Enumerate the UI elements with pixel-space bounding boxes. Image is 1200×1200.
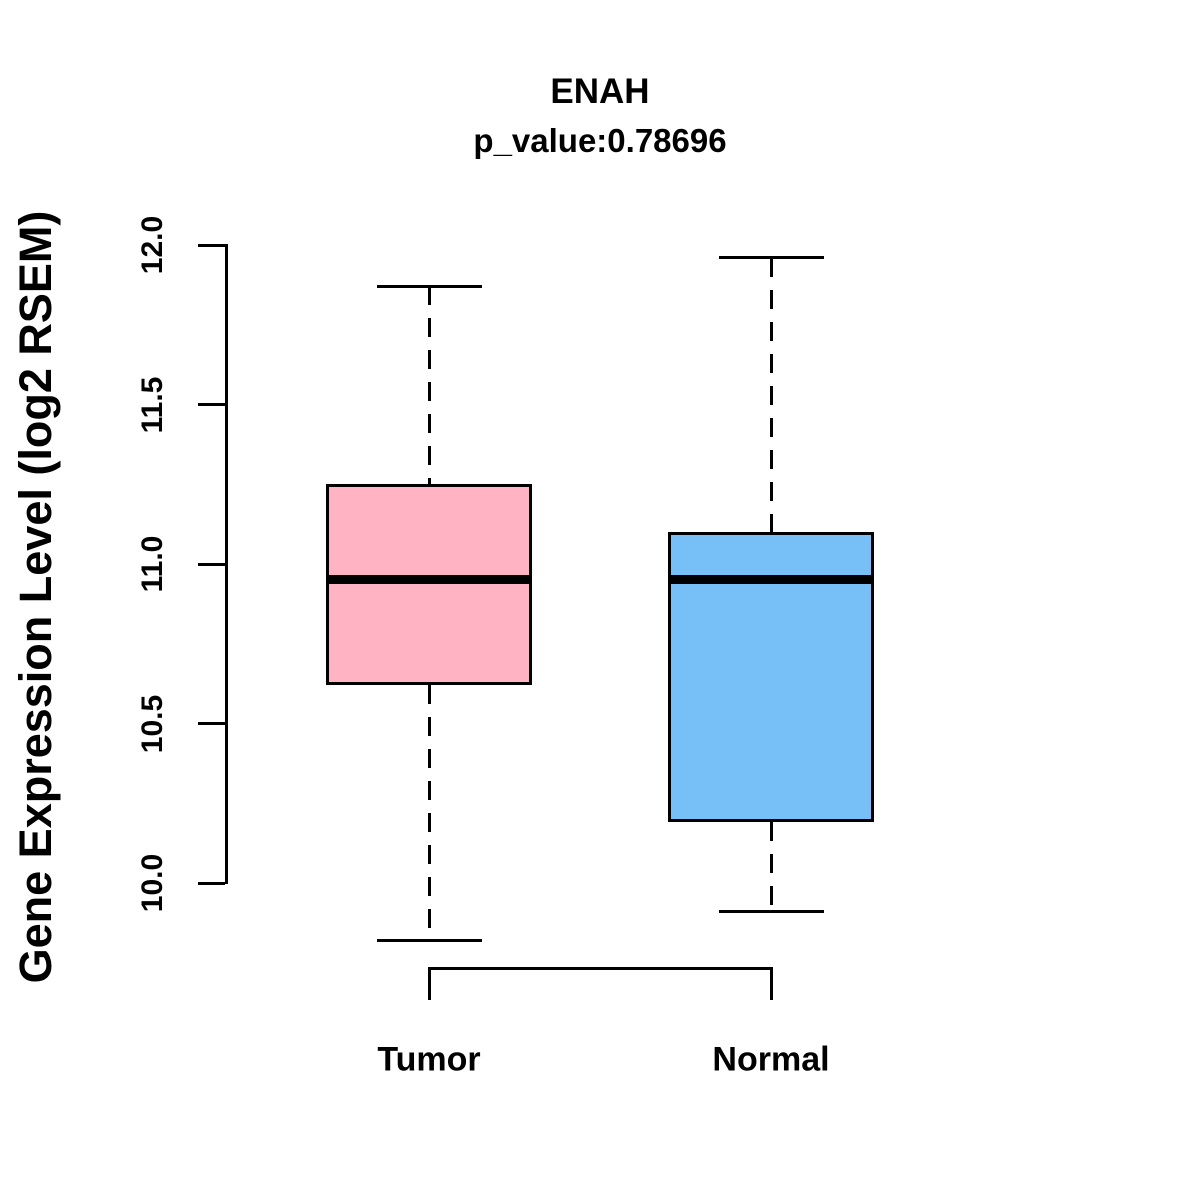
y-axis-tick — [198, 881, 225, 885]
x-axis-tick — [769, 967, 773, 1000]
normal-upper-whisker — [769, 257, 773, 533]
normal-lower-whisker-cap — [718, 910, 824, 914]
tumor-box — [326, 484, 532, 686]
chart-subtitle: p_value:0.78696 — [473, 122, 727, 159]
normal-lower-whisker — [769, 822, 773, 912]
tumor-lower-whisker-cap — [376, 938, 482, 942]
x-category-label-tumor: Tumor — [377, 1040, 481, 1079]
y-axis-tick — [198, 403, 225, 406]
normal-upper-whisker-cap — [718, 256, 824, 260]
x-category-label-normal: Normal — [712, 1040, 830, 1079]
tumor-median-line — [326, 575, 532, 585]
x-axis-line — [427, 967, 773, 970]
y-axis-tick-label: 10.0 — [136, 853, 169, 913]
y-axis-tick-label: 12.0 — [136, 215, 169, 275]
normal-median-line — [668, 575, 874, 585]
y-axis-title: Gene Expression Level (log2 RSEM) — [10, 210, 61, 984]
tumor-lower-whisker — [427, 685, 431, 941]
y-axis-tick — [198, 562, 225, 566]
y-axis-tick — [198, 722, 225, 725]
tumor-upper-whisker — [427, 286, 431, 485]
y-axis-tick — [198, 243, 225, 247]
tumor-upper-whisker-cap — [376, 284, 482, 288]
y-axis-tick-label: 10.5 — [136, 694, 169, 753]
chart-title: ENAH — [550, 72, 650, 111]
y-axis-tick-label: 11.0 — [136, 535, 169, 593]
y-axis-tick-label: 11.5 — [136, 376, 169, 433]
x-axis-tick — [427, 967, 431, 1000]
y-axis-line — [225, 244, 228, 884]
